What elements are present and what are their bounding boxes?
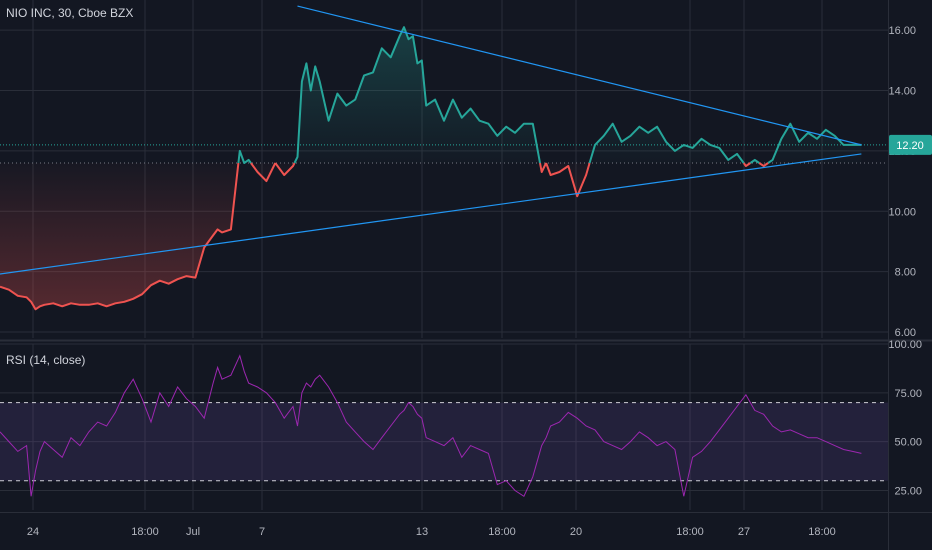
price-tick-label: 16.00 [888,25,916,37]
trendline-upper[interactable] [297,5,862,146]
rsi-grid [0,343,888,510]
trendline-lower[interactable] [0,153,862,275]
rsi-tick-label: 25.00 [894,485,922,497]
time-tick-label: 18:00 [131,526,159,538]
last-price-badge: 12.20 [889,134,932,155]
rsi-tick-label: 50.00 [894,437,922,449]
price-pane-title: NIO INC, 30, Cboe BZX [6,6,133,20]
rsi-tick-label: 75.00 [894,388,922,400]
price-area-fill-up [238,27,862,164]
time-tick-label: 24 [27,526,39,538]
rsi-band-fill [0,402,888,481]
time-tick-label: 18:00 [676,526,704,538]
time-tick-label: 18:00 [808,526,836,538]
last-price-value: 12.20 [896,140,924,152]
time-tick-label: Jul [186,526,200,538]
time-tick-label: 18:00 [488,526,516,538]
time-tick-label: 13 [416,526,428,538]
time-tick-label: 27 [738,526,750,538]
price-tick-label: 10.00 [888,206,916,218]
price-line-down [0,162,769,311]
time-axis-ticks[interactable]: 24 18:00 Jul 7 13 18:00 20 18:00 27 18:00 [27,526,836,538]
rsi-line [0,354,862,498]
price-tick-label: 14.00 [888,86,916,98]
rsi-pane-title: RSI (14, close) [6,353,85,367]
time-tick-label: 20 [570,526,582,538]
price-tick-label: 6.00 [895,327,916,339]
rsi-axis-ticks[interactable]: 25.00 50.00 75.00 100.00 [888,339,922,497]
time-tick-label: 7 [259,526,265,538]
price-tick-label: 8.00 [895,267,916,279]
rsi-tick-label: 100.00 [888,339,922,351]
price-area-fill-down [0,163,769,310]
